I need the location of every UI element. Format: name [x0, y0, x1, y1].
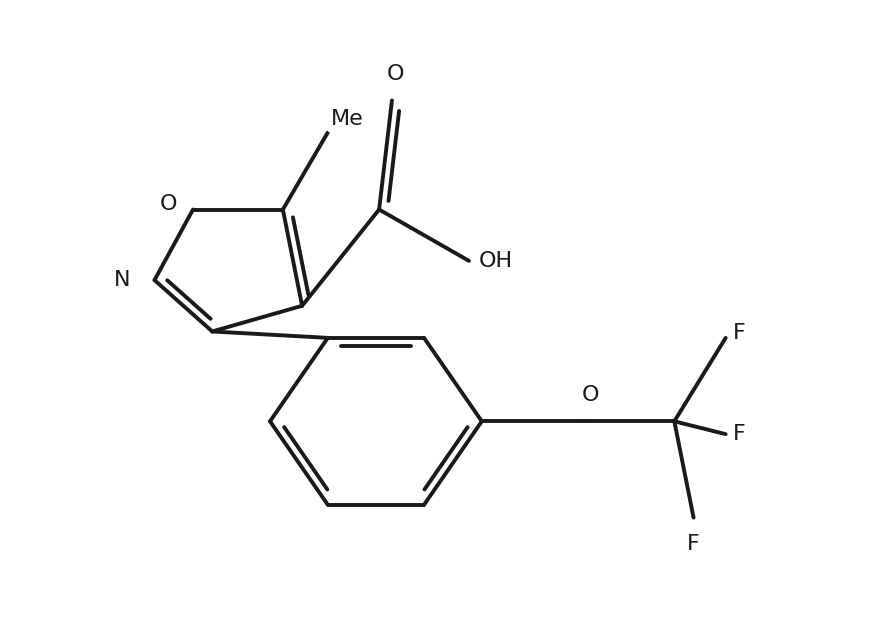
Text: OH: OH: [479, 251, 513, 271]
Text: F: F: [733, 323, 747, 343]
Text: O: O: [160, 195, 177, 214]
Text: Me: Me: [331, 109, 363, 129]
Text: F: F: [733, 424, 747, 444]
Text: O: O: [387, 64, 404, 85]
Text: O: O: [582, 385, 599, 405]
Text: N: N: [113, 270, 130, 290]
Text: F: F: [688, 533, 700, 554]
